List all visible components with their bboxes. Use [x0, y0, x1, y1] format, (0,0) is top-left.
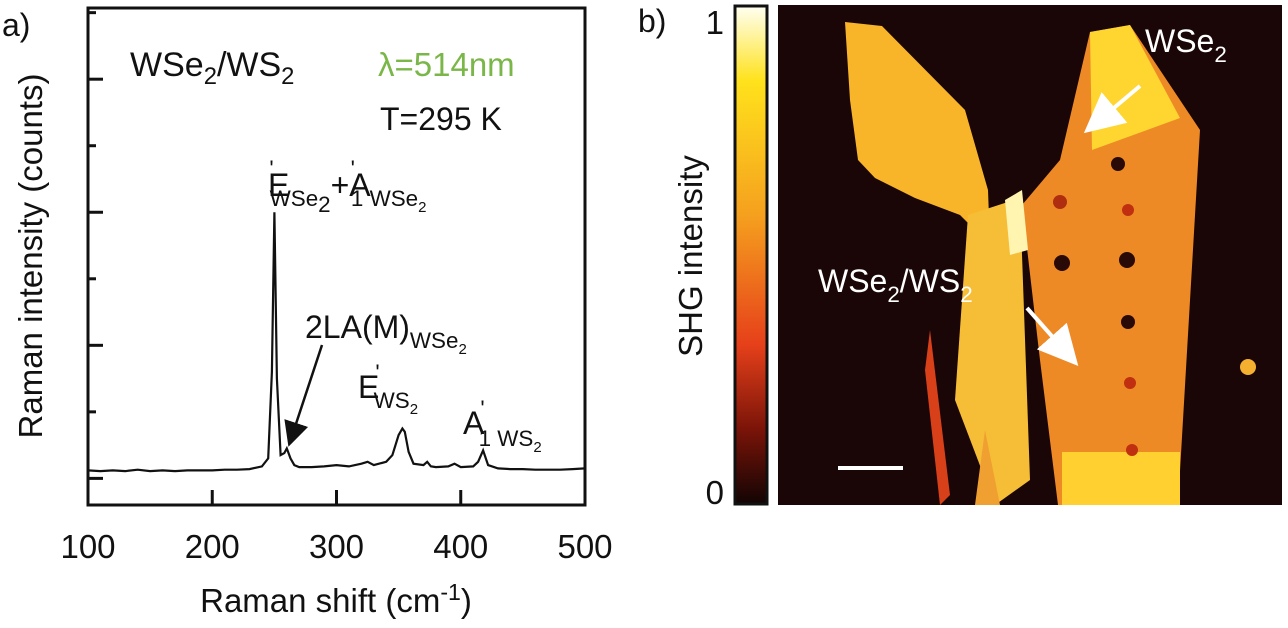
annotation: WSe2/WS2: [818, 263, 973, 307]
annotation: 2LA(M)WSe2: [305, 309, 467, 358]
panel-label: a): [2, 7, 30, 43]
x-tick-label: 200: [185, 528, 240, 565]
x-axis-label: Raman shift (cm-1): [200, 579, 472, 619]
colorbar-tick-label: 1: [706, 4, 724, 41]
spectrum-line: [87, 212, 586, 473]
y-axis-label: Raman intensity (counts): [12, 74, 49, 439]
annotation: E' WS2: [358, 360, 418, 418]
x-tick-label: 300: [309, 528, 364, 565]
annotation: WSe2: [1145, 23, 1227, 67]
x-tick-label: 100: [60, 528, 115, 565]
colorbar-tick-label: 0: [706, 474, 724, 511]
annotation: λ=514nm: [378, 46, 515, 83]
x-tick-label: 500: [557, 528, 612, 565]
annotation: E' WSe2+A' 1 WSe2: [268, 156, 426, 217]
colorbar: [733, 4, 769, 506]
shg-image: [778, 5, 1282, 505]
annotation: A' 1 WS2: [463, 396, 542, 456]
annotation: T=295 K: [380, 101, 502, 137]
annotation: WSe2/WS2: [130, 46, 294, 90]
x-tick-label: 400: [433, 528, 488, 565]
arrow: [1025, 306, 1079, 366]
panel-label: b): [638, 3, 666, 39]
colorbar-label: SHG intensity: [672, 155, 709, 357]
arrow: [284, 344, 324, 447]
arrow: [1083, 84, 1142, 134]
